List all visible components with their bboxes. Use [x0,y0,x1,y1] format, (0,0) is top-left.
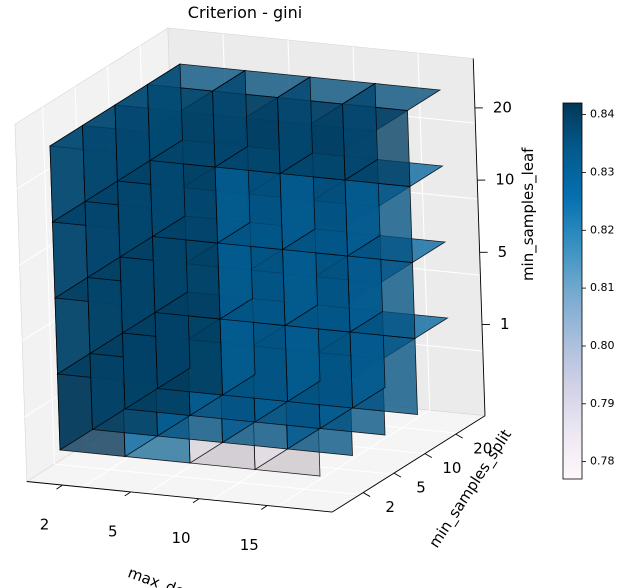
x-tick-label-1: 5 [108,522,118,540]
y-tick-1 [393,472,402,478]
y-tick-label-1: 5 [416,479,426,497]
y-tick-2 [424,453,433,459]
voxel-1-3-3 [211,69,312,174]
grid-line-left-y-0 [42,106,55,465]
colorbar-tick-label-0: 0.84 [590,108,615,121]
colorbar-tick-label-3: 0.81 [590,281,615,294]
z-tick-label-0: 1 [500,315,510,333]
voxel-face-front [147,63,183,162]
chart-title: Criterion - gini [188,3,302,22]
x-tick-0 [56,484,63,490]
z-axis-label: min_samples_leaf [519,147,538,281]
z-axis-line [472,58,486,416]
colorbar-tick-label-5: 0.79 [590,397,615,410]
x-tick-2 [192,498,200,504]
y-tick-label-3: 20 [473,440,492,458]
voxel-2-3-3 [276,76,377,181]
y-tick-3 [455,433,463,439]
grid-line-floor-x-3 [276,409,431,507]
y-tick-label-0: 2 [385,498,395,516]
y-tick-0 [362,492,371,497]
x-tick-label-3: 15 [240,536,259,554]
voxel-0-3-3 [146,63,247,168]
grid-line-back-x-3 [417,52,431,411]
colorbar-tick-label-6: 0.78 [590,455,615,468]
x-axis-line [26,481,333,513]
x-tick-label-2: 10 [171,529,190,547]
z-tick-label-3: 20 [493,98,512,116]
colorbar-tick-label-4: 0.80 [590,339,615,352]
y-axis-line [332,415,486,513]
voxel-3-3-3 [341,82,442,187]
grid-line-floor-y-0 [54,463,360,496]
y-tick-label-2: 10 [442,459,461,477]
colorbar-gradient [562,102,583,480]
colorbar-tick-label-1: 0.83 [590,165,615,178]
voxel-group [48,63,449,477]
colorbar-ticks: 0.84 0.83 0.82 0.81 0.80 0.79 0.78 [582,108,615,468]
z-tick-label-1: 5 [498,243,508,261]
z-tick-label-2: 10 [495,171,514,189]
x-tick-1 [124,491,131,497]
x-tick-label-0: 2 [40,516,50,534]
colorbar-tick-label-2: 0.82 [590,223,615,236]
x-tick-3 [261,505,268,510]
